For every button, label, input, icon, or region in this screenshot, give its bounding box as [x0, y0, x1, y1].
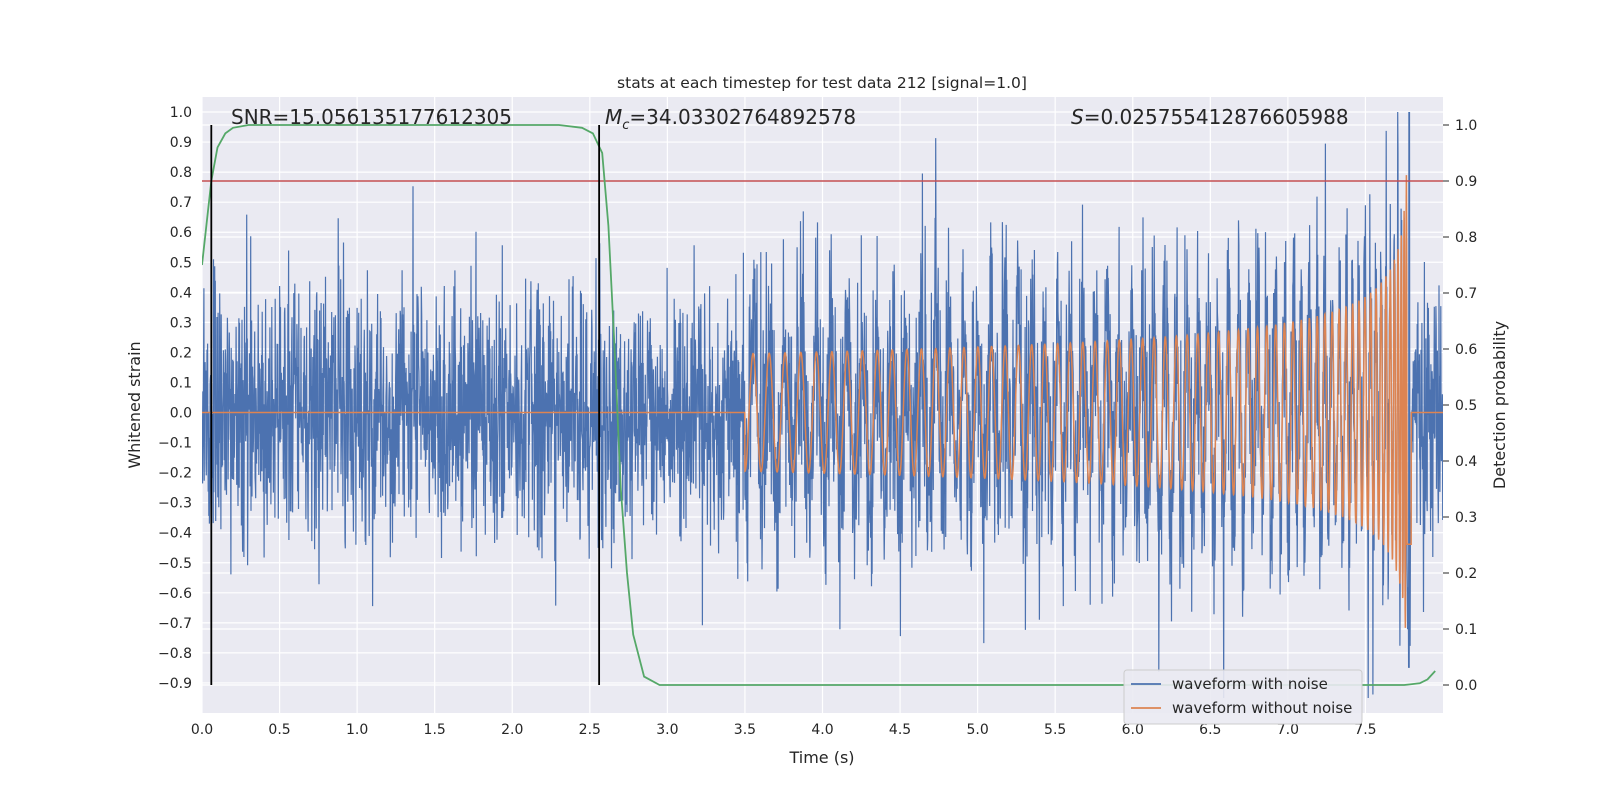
chirp-mass-subscript: c: [622, 118, 629, 133]
y-axis-ticks: 1.0 0.9 0.8 0.7 0.6 0.5 0.4 0.3 0.2 0.1 0.0 −0.1 −0.…: [158, 105, 192, 692]
y2-tick-label: 0.1: [1455, 622, 1477, 638]
y2-tick-label: 0.7: [1455, 286, 1477, 302]
y-tick-label: −0.2: [158, 466, 192, 482]
event-markers: [210, 125, 601, 685]
y-tick-label: −0.3: [158, 496, 192, 512]
y-tick-label: −0.7: [158, 616, 192, 632]
y2-axis-label: Detection probability: [1490, 321, 1509, 489]
x-tick-label: 5.0: [966, 722, 988, 738]
legend-label-noise: waveform with noise: [1172, 675, 1328, 693]
y-tick-label: 0.5: [170, 255, 192, 271]
x-tick-label: 2.0: [501, 722, 523, 738]
y-tick-label: −0.1: [158, 436, 192, 452]
x-tick-label: 7.5: [1354, 722, 1376, 738]
y2-tick-label: 0.3: [1455, 510, 1477, 526]
series-waveform-without-noise: [202, 175, 1443, 628]
s-value: =0.025755412876605988: [1084, 105, 1349, 129]
y2-tick-label: 0.0: [1455, 678, 1477, 694]
x-tick-label: 4.0: [811, 722, 833, 738]
chart-title: stats at each timestep for test data 212…: [617, 74, 1027, 92]
y-axis-label: Whitened strain: [125, 341, 144, 468]
y-tick-label: −0.4: [158, 526, 192, 542]
x-tick-label: 3.5: [734, 722, 756, 738]
x-tick-label: 1.5: [424, 722, 446, 738]
x-tick-label: 0.0: [191, 722, 213, 738]
x-tick-label: 0.5: [268, 722, 290, 738]
y2-tick-label: 0.5: [1455, 398, 1477, 414]
y-tick-label: −0.9: [158, 676, 192, 692]
x-tick-label: 2.5: [579, 722, 601, 738]
s-annotation: S=0.025755412876605988: [1071, 105, 1349, 129]
y2-tick-label: 0.8: [1455, 230, 1477, 246]
x-axis-label: Time (s): [788, 748, 854, 767]
x-axis-ticks: 0.0 0.5 1.0 1.5 2.0 2.5 3.0 3.5 4.0 4.5 5.0 5.5 6.0 6…: [191, 722, 1377, 738]
chirp-mass-value: =34.03302764892578: [629, 105, 856, 129]
x-tick-label: 1.0: [346, 722, 368, 738]
y2-tick-label: 0.9: [1455, 174, 1477, 190]
snr-annotation: SNR=15.056135177612305: [231, 105, 512, 129]
y-tick-label: 0.1: [170, 375, 192, 391]
legend-label-clean: waveform without noise: [1172, 699, 1352, 717]
x-tick-label: 5.5: [1044, 722, 1066, 738]
chirp-mass-annotation: Mc=34.03302764892578: [605, 105, 856, 133]
s-symbol: S: [1071, 105, 1084, 129]
y2-axis-ticks: 1.0 0.9 0.8 0.7 0.6 0.5 0.4 0.3 0.2 0.1 0.0: [1443, 118, 1477, 694]
y-tick-label: 0.7: [170, 195, 192, 211]
y-tick-label: 0.2: [170, 345, 192, 361]
legend: waveform with noise waveform without noi…: [1123, 669, 1363, 725]
x-tick-label: 6.5: [1199, 722, 1221, 738]
y-tick-label: 0.0: [170, 406, 192, 422]
y2-tick-label: 1.0: [1455, 118, 1477, 134]
chirp-mass-symbol: M: [605, 105, 622, 129]
y-tick-label: 0.8: [170, 165, 192, 181]
y-tick-label: −0.5: [158, 556, 192, 572]
y-tick-label: −0.6: [158, 586, 192, 602]
y-tick-label: −0.8: [158, 646, 192, 662]
y2-tick-label: 0.4: [1455, 454, 1477, 470]
y-tick-label: 1.0: [170, 105, 192, 121]
x-tick-label: 7.0: [1277, 722, 1299, 738]
legend-box: [1123, 669, 1363, 725]
x-tick-label: 4.5: [889, 722, 911, 738]
y-tick-label: 0.6: [170, 225, 192, 241]
y2-tick-label: 0.6: [1455, 342, 1477, 358]
y-tick-label: 0.9: [170, 135, 192, 151]
y-tick-label: 0.4: [170, 285, 192, 301]
x-tick-label: 6.0: [1122, 722, 1144, 738]
x-tick-label: 3.0: [656, 722, 678, 738]
y2-tick-label: 0.2: [1455, 566, 1477, 582]
y-tick-label: 0.3: [170, 315, 192, 331]
